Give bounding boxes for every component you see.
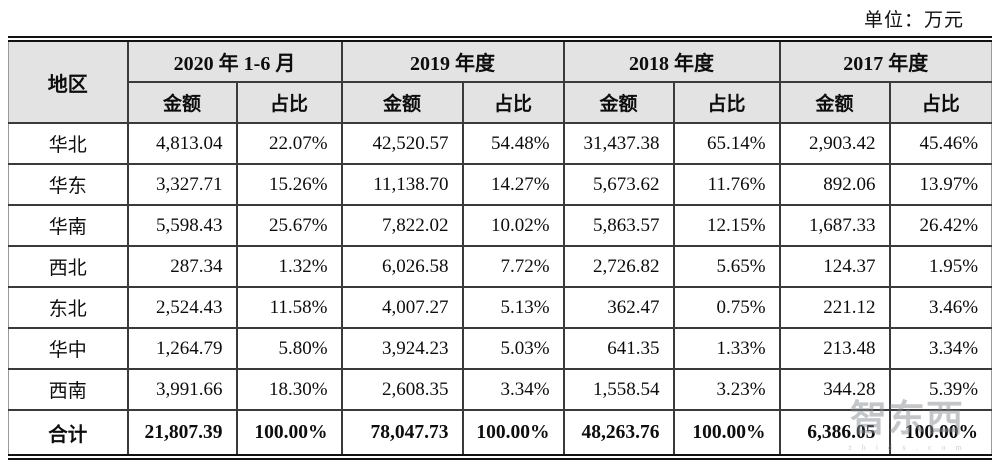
amount-cell: 5,863.57 (562, 204, 675, 247)
amount-cell: 1,264.79 (126, 327, 238, 370)
period-header-2020h1: 2020 年 1-6 月 (126, 38, 343, 83)
amount-cell: 5,673.62 (562, 163, 675, 206)
amount-cell: 221.12 (778, 286, 891, 329)
table-row-huadong: 华东 3,327.71 15.26% 11,138.70 14.27% 5,67… (8, 163, 993, 206)
region-cell: 华北 (8, 122, 129, 165)
ratio-cell: 11.58% (235, 286, 343, 329)
table-row-huazhong: 华中 1,264.79 5.80% 3,924.23 5.03% 641.35 … (8, 327, 993, 370)
table-row-xinan: 西南 3,991.66 18.30% 2,608.35 3.34% 1,558.… (8, 368, 993, 411)
region-cell: 西北 (8, 245, 129, 288)
table-row-huabei: 华北 4,813.04 22.07% 42,520.57 54.48% 31,4… (8, 122, 993, 165)
period-header-2018: 2018 年度 (562, 38, 781, 83)
table-row-dongbei: 东北 2,524.43 11.58% 4,007.27 5.13% 362.47… (8, 286, 993, 329)
ratio-cell: 100.00% (461, 409, 565, 458)
region-column-header: 地区 (8, 38, 129, 124)
ratio-cell: 0.75% (672, 286, 781, 329)
amount-cell: 641.35 (562, 327, 675, 370)
amount-header: 金额 (340, 81, 464, 124)
ratio-cell: 5.03% (461, 327, 565, 370)
ratio-cell: 1.32% (235, 245, 343, 288)
ratio-cell: 22.07% (235, 122, 343, 165)
amount-cell: 892.06 (778, 163, 891, 206)
amount-header: 金额 (778, 81, 891, 124)
period-header-2017: 2017 年度 (778, 38, 993, 83)
unit-label: 单位：万元 (863, 10, 964, 31)
table-row-xibei: 西北 287.34 1.32% 6,026.58 7.72% 2,726.82 … (8, 245, 993, 288)
amount-cell: 6,386.05 (778, 409, 891, 458)
amount-cell: 362.47 (562, 286, 675, 329)
table-row-huanan: 华南 5,598.43 25.67% 7,822.02 10.02% 5,863… (8, 204, 993, 247)
ratio-header: 占比 (461, 81, 565, 124)
total-label-cell: 合计 (8, 409, 129, 458)
region-cell: 东北 (8, 286, 129, 329)
region-cell: 华南 (8, 204, 129, 247)
ratio-cell: 13.97% (888, 163, 993, 206)
ratio-cell: 45.46% (888, 122, 993, 165)
ratio-cell: 54.48% (461, 122, 565, 165)
ratio-cell: 12.15% (672, 204, 781, 247)
ratio-header: 占比 (235, 81, 343, 124)
amount-cell: 78,047.73 (340, 409, 464, 458)
amount-cell: 42,520.57 (340, 122, 464, 165)
ratio-cell: 14.27% (461, 163, 565, 206)
amount-cell: 3,327.71 (126, 163, 238, 206)
ratio-cell: 3.34% (461, 368, 565, 411)
header-period-row: 地区 2020 年 1-6 月 2019 年度 2018 年度 2017 年度 (8, 38, 993, 124)
amount-cell: 2,524.43 (126, 286, 238, 329)
amount-cell: 2,608.35 (340, 368, 464, 411)
header-subcolumn-row: 金额 占比 金额 占比 金额 占比 金额 占比 (9, 81, 993, 124)
ratio-cell: 1.33% (672, 327, 781, 370)
ratio-cell: 11.76% (672, 163, 781, 206)
amount-cell: 31,437.38 (562, 122, 675, 165)
ratio-cell: 18.30% (235, 368, 343, 411)
ratio-cell: 10.02% (461, 204, 565, 247)
ratio-cell: 1.95% (888, 245, 993, 288)
amount-cell: 3,924.23 (340, 327, 464, 370)
region-cell: 华中 (8, 327, 129, 370)
ratio-cell: 5.65% (672, 245, 781, 288)
amount-cell: 4,007.27 (340, 286, 464, 329)
ratio-cell: 3.23% (672, 368, 781, 411)
region-cell: 西南 (8, 368, 129, 411)
amount-cell: 1,687.33 (778, 204, 891, 247)
ratio-cell: 100.00% (235, 409, 343, 458)
amount-cell: 344.28 (778, 368, 891, 411)
amount-cell: 7,822.02 (340, 204, 464, 247)
ratio-cell: 5.13% (461, 286, 565, 329)
ratio-cell: 15.26% (235, 163, 343, 206)
ratio-cell: 65.14% (672, 122, 781, 165)
amount-cell: 124.37 (778, 245, 891, 288)
amount-cell: 48,263.76 (562, 409, 675, 458)
table-row-total: 合计 21,807.39 100.00% 78,047.73 100.00% 4… (8, 409, 993, 458)
ratio-cell: 26.42% (888, 204, 993, 247)
ratio-cell: 3.34% (888, 327, 993, 370)
ratio-cell: 5.39% (888, 368, 993, 411)
ratio-cell: 100.00% (888, 409, 993, 458)
amount-header: 金额 (127, 81, 238, 124)
ratio-header: 占比 (672, 81, 781, 124)
amount-cell: 2,726.82 (562, 245, 675, 288)
amount-cell: 11,138.70 (340, 163, 464, 206)
amount-cell: 5,598.43 (126, 204, 238, 247)
ratio-cell: 25.67% (235, 204, 343, 247)
amount-cell: 2,903.42 (778, 122, 891, 165)
ratio-header: 占比 (888, 81, 993, 124)
regional-revenue-table: 地区 2020 年 1-6 月 2019 年度 2018 年度 2017 年度 … (8, 36, 993, 460)
amount-cell: 21,807.39 (126, 409, 238, 458)
ratio-cell: 3.46% (888, 286, 993, 329)
amount-cell: 287.34 (126, 245, 238, 288)
ratio-cell: 100.00% (672, 409, 781, 458)
amount-cell: 4,813.04 (126, 122, 238, 165)
amount-cell: 213.48 (778, 327, 891, 370)
ratio-cell: 7.72% (461, 245, 565, 288)
amount-header: 金额 (562, 81, 675, 124)
amount-cell: 3,991.66 (126, 368, 238, 411)
region-cell: 华东 (8, 163, 129, 206)
period-header-2019: 2019 年度 (340, 38, 565, 83)
amount-cell: 6,026.58 (340, 245, 464, 288)
amount-cell: 1,558.54 (562, 368, 675, 411)
ratio-cell: 5.80% (235, 327, 343, 370)
